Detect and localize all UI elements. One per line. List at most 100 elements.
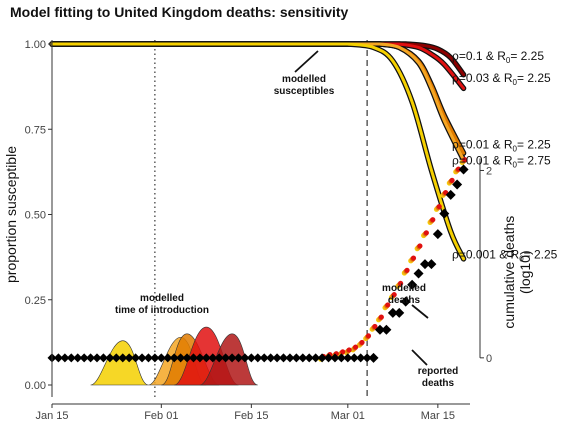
series-label-4: ρ=0.01 & R0= 2.75 [452,154,551,170]
modelled-death-point [410,255,417,261]
reported-death-point [317,353,327,363]
reported-death-point [452,179,463,190]
reported-death-point [253,353,263,363]
reported-death-point [150,353,160,363]
introduction-density-1 [90,340,149,386]
modelled-death-point [378,314,384,320]
reported-death-point [445,189,456,200]
annotation-introduction: time of introduction [115,305,209,316]
reported-death-point [439,208,450,219]
annotation-introduction: modelled [140,293,184,304]
annotation-modelled-deaths: deaths [388,295,421,306]
y-tick-label: 1.00 [25,39,46,51]
reported-death-point [79,353,89,363]
reported-death-point [163,353,173,363]
reported-death-point [182,353,192,363]
y-tick-label: 0.75 [25,124,46,136]
reported-death-point [227,353,237,363]
reported-death-point [137,353,147,363]
series-line-4 [50,42,466,162]
reported-death-point [387,307,398,318]
reported-death-point [259,353,269,363]
reported-death-point [279,353,289,363]
y2-tick-label: 0 [486,353,492,365]
reported-death-point [86,353,96,363]
modelled-death-point [398,280,404,287]
modelled-death-point [346,347,352,353]
modelled-death-point [436,203,442,210]
modelled-death-point [423,230,429,236]
reported-death-point [330,353,340,363]
reported-death-point [266,353,276,363]
reported-death-point [169,353,179,363]
x-tick-label: Feb 15 [234,410,268,422]
reported-death-point [246,353,256,363]
reported-death-point [311,353,321,363]
series-label-1: ρ=0.1 & R0= 2.25 [452,49,544,65]
reported-death-point [60,353,70,363]
reported-death-point [118,353,128,363]
reported-death-point [131,353,141,363]
reported-death-point [343,353,353,363]
reported-death-point [195,353,205,363]
modelled-death-point [359,339,365,346]
annotation-arrow-1 [294,50,319,73]
reported-death-point [201,353,211,363]
y-tick-label: 0.25 [25,295,46,307]
series-label-3: ρ=0.01 & R0= 2.25 [452,138,551,154]
reported-death-point [407,279,418,290]
modelled-death-point [340,349,346,355]
reported-death-point [188,353,198,363]
reported-death-point [53,353,63,363]
reported-death-point [233,353,243,363]
reported-death-point [208,353,218,363]
reported-death-point [432,229,443,240]
y-tick-label: 0.50 [25,210,46,222]
series-line-5 [50,42,466,261]
y2-axis-title-line: cumulative deaths [501,216,517,329]
reported-death-point [124,353,134,363]
modelled-death-point [462,157,468,163]
x-tick-label: Mar 01 [331,410,365,422]
reported-death-point [285,353,295,363]
reported-death-point [426,259,437,270]
reported-death-point [176,353,186,363]
y-tick-label: 0.00 [25,380,46,392]
modelled-death-point [404,267,410,273]
reported-death-point [143,353,153,363]
x-tick-label: Jan 15 [35,410,68,422]
reported-death-point [394,307,405,318]
reported-death-point [66,353,76,363]
reported-death-point [240,353,250,363]
annotation-susceptibles: modelled [282,74,326,85]
series-line-2 [50,42,466,90]
reported-death-point [156,353,166,363]
reported-death-point [324,353,334,363]
reported-death-point [298,353,308,363]
modelled-death-point [449,177,455,183]
reported-death-point [214,353,224,363]
reported-death-point [92,353,102,363]
chart-title: Model fitting to United Kingdom deaths: … [10,4,349,20]
series-outline-3 [49,41,467,156]
reported-death-point [111,353,121,363]
series-line-3 [50,42,466,155]
reported-death-point [374,324,385,335]
y2-tick-label: 2 [486,165,492,177]
modelled-death-point [352,344,359,350]
reported-death-point [336,353,346,363]
y2-axis-title-line: (log10) [517,250,533,294]
series-label-5: ρ=0.001 & R0= 2.25 [452,247,558,263]
annotation-reported-deaths: deaths [422,378,455,389]
reported-death-point [272,353,282,363]
reported-death-point [413,268,424,279]
modelled-death-point [391,292,397,298]
modelled-death-point [372,323,378,330]
reported-death-point [400,296,411,307]
modelled-death-point [385,302,391,308]
reported-death-point [73,353,83,363]
reported-death-point [356,353,366,363]
series-line-1 [50,42,466,77]
